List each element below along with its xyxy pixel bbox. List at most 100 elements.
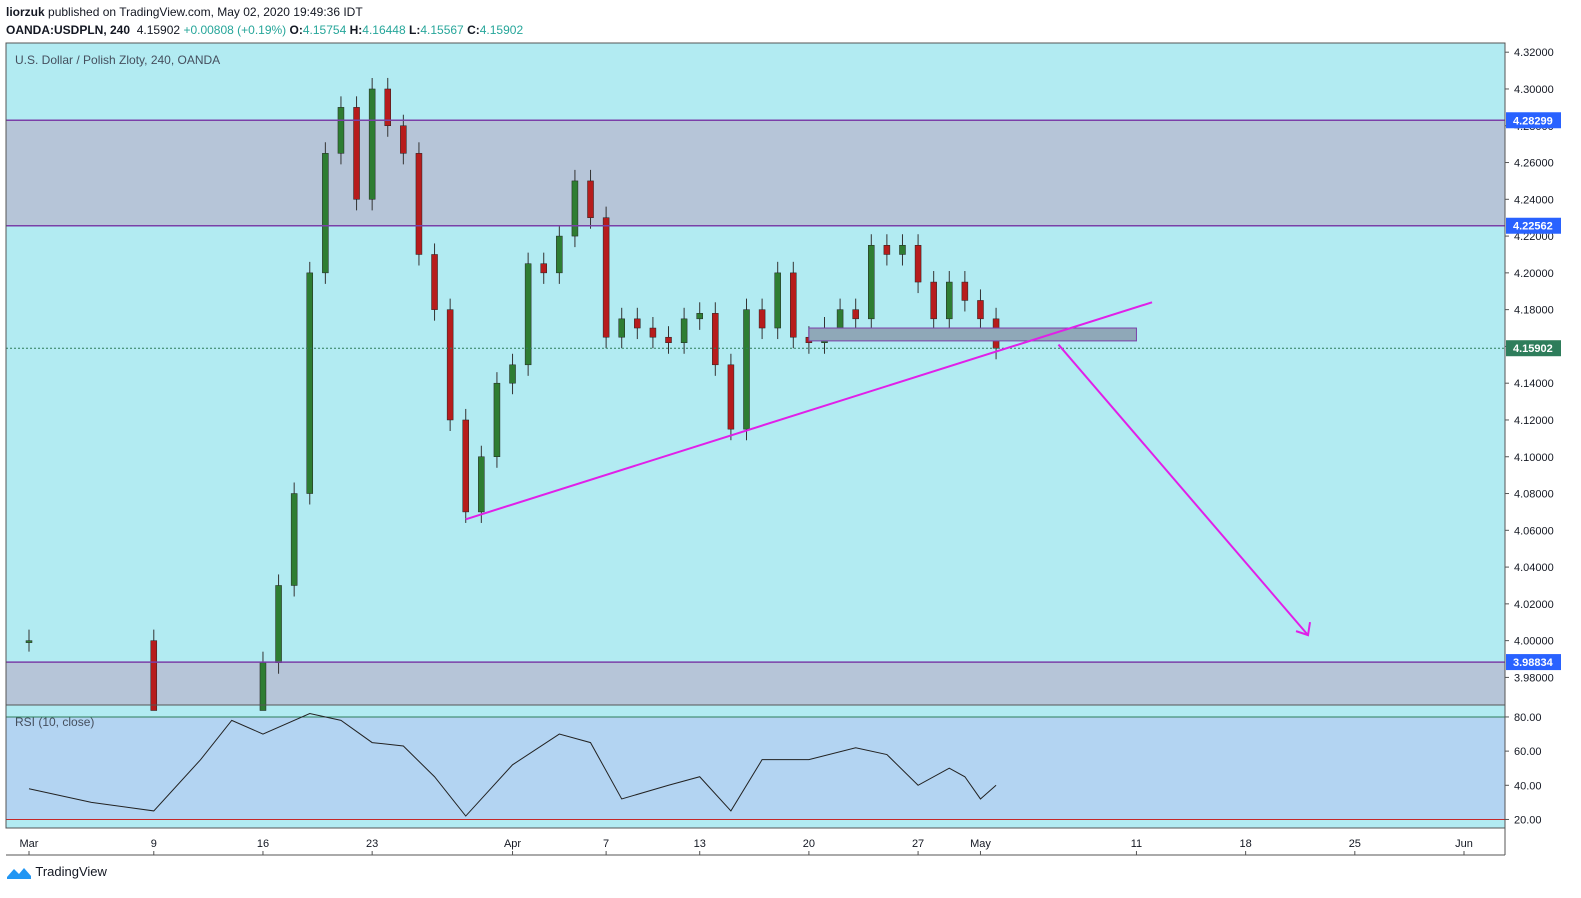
price-tick-label-1: 4.30000 (1514, 84, 1554, 96)
candle-31 (712, 313, 719, 366)
candle-29 (680, 318, 688, 343)
candle-46 (946, 281, 953, 320)
price-tick-label-7: 4.18000 (1514, 305, 1554, 317)
level-tag-2-bg (1506, 654, 1561, 671)
candle-35 (774, 272, 781, 329)
time-tick-label-12: 25 (1349, 838, 1361, 850)
change-value: +0.00808 (+0.19%) (183, 23, 287, 37)
time-tick-label-6: 13 (694, 838, 706, 850)
price-tick-label-14: 4.04000 (1514, 562, 1554, 574)
candle-27 (649, 327, 657, 338)
time-tick-label-8: 27 (912, 838, 924, 850)
time-tick-label-3: 23 (366, 838, 378, 850)
candle-5 (306, 272, 314, 494)
level-tag-1: 4.22562 (1513, 221, 1553, 233)
candle-48 (977, 300, 984, 320)
projection-arrow-line (1057, 343, 1309, 636)
high-value: 4.16448 (362, 23, 406, 37)
close-value: 4.15902 (479, 23, 524, 37)
level-tag-0-bg (1506, 112, 1561, 129)
chart-title: U.S. Dollar / Polish Zloty, 240, OANDA (15, 53, 220, 67)
footer-brand[interactable]: TradingView (35, 864, 107, 879)
candle-13 (431, 254, 438, 310)
candle-24 (602, 217, 610, 338)
high-label: H: (349, 23, 363, 37)
candle-42 (883, 245, 891, 255)
candle-7 (337, 107, 345, 154)
open-label: O: (289, 23, 303, 37)
level-tag-2: 3.98834 (1513, 657, 1554, 669)
symbol-label[interactable]: OANDA:USDPLN, 240 (6, 23, 131, 37)
candle-30 (696, 313, 703, 320)
low-label: L: (409, 23, 421, 37)
candle-25 (618, 318, 625, 338)
candle-16 (478, 456, 485, 513)
rsi-tick-label-3: 20.00 (1514, 814, 1542, 826)
resistance-zone-0 (6, 120, 1505, 226)
price-tick-label-6: 4.20000 (1514, 268, 1554, 280)
price-tick-label-12: 4.08000 (1514, 489, 1554, 501)
candle-20 (540, 263, 547, 274)
candle-10 (384, 88, 391, 126)
last-price-tag-bg (1506, 340, 1561, 357)
footer: TradingView (6, 864, 107, 881)
ohlc-line: OANDA:USDPLN, 240 4.15902 +0.00808 (+0.1… (6, 22, 1566, 38)
candle-34 (758, 309, 766, 329)
candle-26 (634, 318, 641, 329)
time-tick-label-0: Mar (20, 838, 39, 850)
publish-line: liorzuk published on TradingView.com, Ma… (6, 4, 1566, 20)
candle-45 (930, 281, 937, 320)
price-tick-label-5: 4.22000 (1514, 231, 1554, 243)
low-value: 4.15567 (420, 23, 464, 37)
level-tag-0: 4.28299 (1513, 115, 1553, 127)
candle-18 (509, 364, 516, 384)
rsi-tick-label-0: 80.00 (1514, 712, 1542, 724)
price-tick-label-9: 4.14000 (1514, 378, 1554, 390)
candle-11 (400, 125, 407, 154)
time-tick-label-10: 11 (1131, 838, 1142, 850)
price-tick-label-3: 4.26000 (1514, 158, 1554, 170)
price-tick-label-17: 3.98000 (1514, 672, 1554, 684)
time-tick-label-13: Jun (1455, 838, 1473, 850)
trendline (465, 301, 1153, 521)
candle-17 (493, 382, 501, 458)
candle-28 (665, 336, 672, 343)
candle-23 (587, 180, 594, 218)
candle-41 (868, 245, 875, 320)
candle-3 (275, 585, 282, 663)
candle-21 (556, 235, 563, 274)
last-value: 4.15902 (136, 23, 181, 37)
price-tick-label-16: 4.00000 (1514, 636, 1554, 648)
support-box (808, 327, 1137, 342)
candle-6 (322, 153, 329, 274)
candle-9 (368, 88, 376, 200)
rsi-tick-label-1: 60.00 (1514, 746, 1542, 758)
candle-19 (524, 263, 532, 366)
time-tick-label-1: 9 (151, 838, 157, 850)
time-tick-label-7: 20 (803, 838, 815, 850)
price-tick-label-4: 4.24000 (1514, 194, 1554, 206)
price-tick-label-13: 4.06000 (1514, 525, 1554, 537)
candle-0 (25, 640, 33, 643)
level-tag-1-bg (1506, 217, 1561, 234)
candle-8 (353, 107, 360, 200)
tradingview-logo-icon (7, 867, 31, 879)
candle-36 (790, 272, 797, 338)
candle-4 (290, 493, 298, 586)
candle-1 (150, 640, 158, 711)
candle-2 (259, 662, 267, 711)
candle-33 (743, 309, 750, 430)
candle-47 (961, 281, 969, 301)
candle-44 (914, 245, 922, 283)
candle-43 (899, 245, 906, 255)
chart-header: liorzuk published on TradingView.com, Ma… (6, 4, 1566, 38)
published-text: published on TradingView.com, May 02, 20… (48, 5, 363, 19)
rsi-line (28, 713, 997, 817)
price-tick-label-15: 4.02000 (1514, 599, 1554, 611)
price-tick-label-11: 4.10000 (1514, 452, 1554, 464)
candle-12 (415, 153, 423, 255)
last-price-tag: 4.15902 (1513, 343, 1553, 355)
publisher-name[interactable]: liorzuk (6, 5, 45, 19)
candle-39 (836, 309, 844, 329)
